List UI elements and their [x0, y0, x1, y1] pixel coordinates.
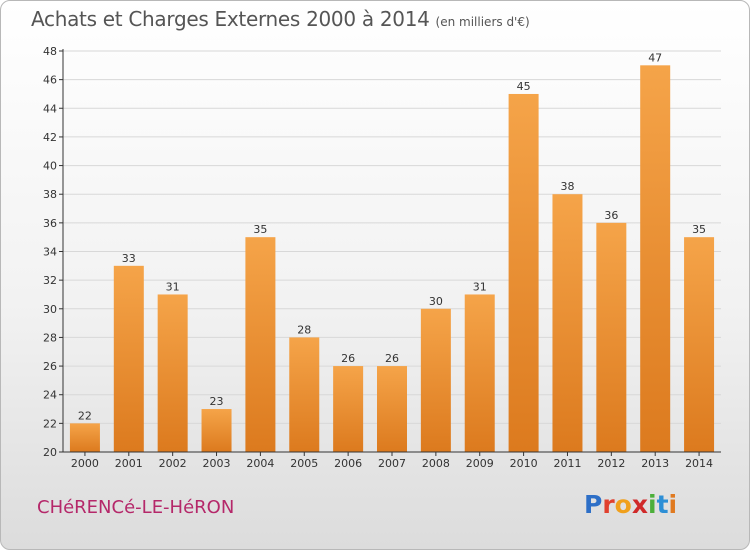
data-label: 31	[473, 280, 487, 293]
logo-letter: t	[656, 490, 669, 519]
y-tick-label: 46	[43, 74, 57, 87]
x-tick-label: 2006	[334, 457, 362, 470]
bar	[157, 294, 188, 452]
data-label: 22	[78, 409, 92, 422]
data-label: 31	[166, 280, 180, 293]
data-label: 38	[560, 180, 574, 193]
chart-title: Achats et Charges Externes 2000 à 2014 (e…	[31, 7, 530, 31]
data-label: 30	[429, 295, 443, 308]
y-tick-label: 26	[43, 360, 57, 373]
labels: 20 22 24 26 28 30 32 34 36 38 40 42 44 46 48 22 2000 33 20…	[43, 45, 713, 470]
x-tick-label: 2003	[203, 457, 231, 470]
bar	[333, 366, 364, 452]
bar	[201, 409, 232, 452]
data-label: 35	[253, 223, 267, 236]
x-tick-label: 2012	[597, 457, 625, 470]
bar	[245, 237, 276, 452]
x-tick-label: 2008	[422, 457, 450, 470]
x-tick-label: 2014	[685, 457, 713, 470]
logo-letter: r	[602, 490, 615, 519]
bar	[552, 194, 583, 452]
x-tick-label: 2013	[641, 457, 669, 470]
x-tick-label: 2009	[466, 457, 494, 470]
y-tick-label: 36	[43, 217, 57, 230]
logo-letter: i	[668, 490, 678, 519]
y-tick-label: 40	[43, 160, 57, 173]
data-label: 23	[210, 395, 224, 408]
y-tick-label: 44	[43, 102, 57, 115]
x-tick-label: 2010	[510, 457, 538, 470]
bar	[464, 294, 495, 452]
data-label: 26	[385, 352, 399, 365]
logo-letter: x	[631, 490, 648, 519]
y-tick-label: 32	[43, 274, 57, 287]
data-label: 26	[341, 352, 355, 365]
x-tick-label: 2002	[159, 457, 187, 470]
y-tick-label: 38	[43, 188, 57, 201]
commune-name: CHéRENCé-LE-HéRON	[37, 497, 235, 518]
y-tick-label: 42	[43, 131, 57, 144]
x-tick-label: 2000	[71, 457, 99, 470]
data-label: 28	[297, 323, 311, 336]
data-label: 33	[122, 252, 136, 265]
proxiti-logo: Proxiti	[584, 490, 677, 519]
bar	[420, 308, 451, 452]
x-tick-label: 2001	[115, 457, 143, 470]
data-label: 36	[604, 209, 618, 222]
axes	[59, 49, 721, 456]
bar	[596, 222, 627, 452]
data-label: 47	[648, 51, 662, 64]
bar	[289, 337, 320, 452]
logo-letter: P	[584, 490, 603, 519]
y-tick-label: 48	[43, 45, 57, 58]
y-tick-label: 24	[43, 389, 57, 402]
y-tick-label: 20	[43, 446, 57, 459]
bars	[69, 65, 715, 453]
y-tick-label: 34	[43, 246, 57, 259]
data-label: 45	[517, 80, 531, 93]
logo-letter: i	[648, 490, 657, 519]
bar	[508, 93, 539, 452]
bar	[113, 265, 144, 452]
bar	[684, 237, 715, 452]
x-tick-label: 2004	[246, 457, 274, 470]
y-tick-label: 30	[43, 303, 57, 316]
x-tick-label: 2007	[378, 457, 406, 470]
logo-letter: o	[614, 490, 632, 519]
chart-title-text: Achats et Charges Externes 2000 à 2014	[31, 7, 430, 31]
x-tick-label: 2011	[553, 457, 581, 470]
bar	[640, 65, 671, 453]
data-label: 35	[692, 223, 706, 236]
chart-subtitle: (en milliers d'€)	[435, 15, 530, 29]
y-tick-label: 28	[43, 331, 57, 344]
y-tick-label: 22	[43, 417, 57, 430]
bar	[69, 423, 100, 452]
x-tick-label: 2005	[290, 457, 318, 470]
bar	[377, 366, 407, 452]
